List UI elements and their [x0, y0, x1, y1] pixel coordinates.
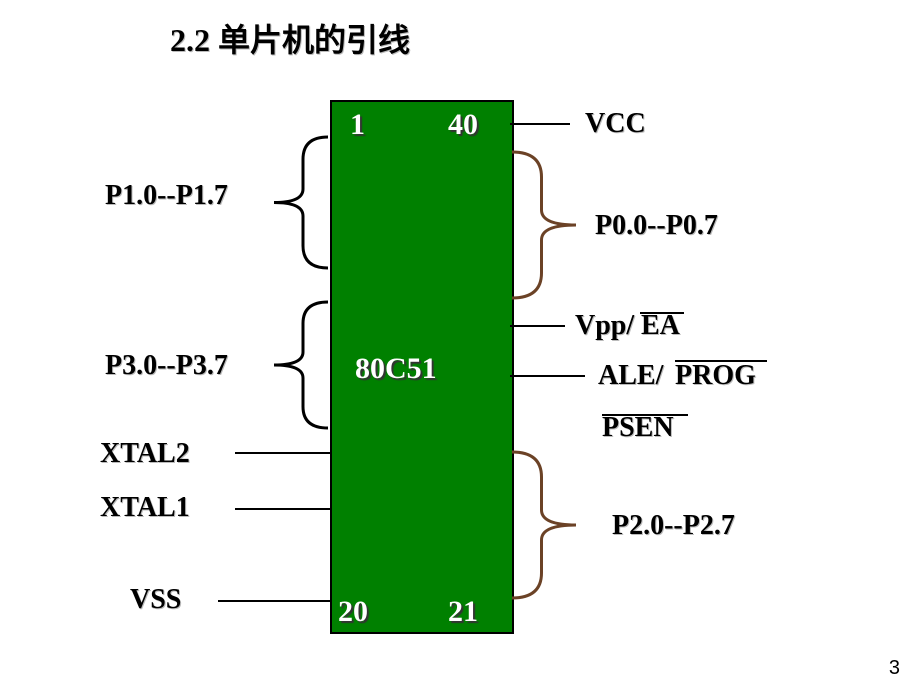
label-psen: PSEN	[602, 412, 674, 444]
chip-model-label: 80C51	[355, 352, 437, 386]
lead-vss	[218, 600, 330, 602]
overline-psen	[602, 414, 688, 416]
label-p0: P0.0--P0.7	[595, 210, 718, 242]
overline-prog	[675, 360, 767, 362]
label-ale-ale: ALE/	[598, 360, 663, 392]
label-xtal1: XTAL1	[100, 492, 190, 524]
label-ale-prog: PROG	[675, 360, 756, 392]
label-p3: P3.0--P3.7	[105, 350, 228, 382]
section-title: 2.2 单片机的引线	[170, 15, 410, 61]
label-vppea-ea: EA	[641, 310, 680, 342]
brace-p2	[510, 450, 580, 600]
label-p2: P2.0--P2.7	[612, 510, 735, 542]
brace-p3	[270, 300, 330, 430]
pin-number-1: 1	[350, 108, 365, 142]
pin-number-40: 40	[448, 108, 478, 142]
pin-number-21: 21	[448, 595, 478, 629]
label-vss: VSS	[130, 584, 181, 616]
label-xtal2: XTAL2	[100, 438, 190, 470]
brace-p1	[270, 135, 330, 270]
lead-xtal2	[235, 452, 330, 454]
overline-ea	[640, 312, 684, 314]
lead-vcc	[510, 123, 570, 125]
brace-p0	[510, 150, 580, 300]
label-p1: P1.0--P1.7	[105, 180, 228, 212]
label-vcc: VCC	[585, 108, 646, 140]
label-vppea-vpp: Vpp/	[575, 310, 634, 342]
lead-xtal1	[235, 508, 330, 510]
page-number: 3	[889, 657, 900, 680]
lead-vppea	[510, 325, 565, 327]
pin-number-20: 20	[338, 595, 368, 629]
lead-ale	[510, 375, 585, 377]
